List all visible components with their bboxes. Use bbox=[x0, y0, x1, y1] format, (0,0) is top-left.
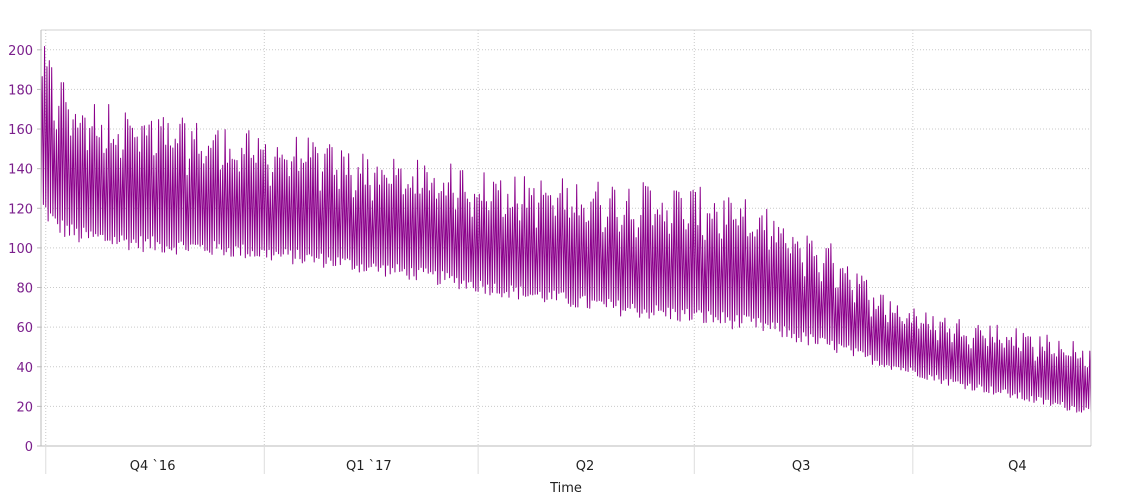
x-tick-label: Q2 bbox=[576, 459, 595, 474]
chart-series-layer bbox=[40, 46, 1092, 414]
series-line-0 bbox=[40, 46, 1092, 414]
y-tick-label: 40 bbox=[16, 361, 33, 376]
y-tick-label: 200 bbox=[8, 44, 33, 59]
y-tick-label: 160 bbox=[8, 123, 33, 138]
x-axis: Q4 `16 Q1 `17 Q2 Q3 Q4 bbox=[45, 446, 1027, 474]
x-tick-label: Q4 bbox=[1008, 459, 1027, 474]
y-tick-label: 60 bbox=[16, 321, 33, 336]
y-tick-label: 140 bbox=[8, 163, 33, 178]
y-tick-label: 0 bbox=[25, 440, 33, 455]
x-tick-label: Q3 bbox=[792, 459, 811, 474]
chart-plot-frame bbox=[40, 29, 1092, 447]
y-tick-label: 180 bbox=[8, 83, 33, 98]
x-tick-label: Q4 `16 bbox=[130, 459, 176, 474]
y-tick-label: 20 bbox=[16, 400, 33, 415]
x-tick-label: Q1 `17 bbox=[346, 459, 392, 474]
x-axis-label: Time bbox=[549, 481, 582, 496]
y-axis: 0 20 40 60 80 100 120 140 160 180 200 bbox=[8, 44, 41, 455]
y-tick-label: 120 bbox=[8, 202, 33, 217]
y-tick-label: 80 bbox=[16, 282, 33, 297]
y-tick-label: 100 bbox=[8, 242, 33, 257]
chart-gridlines bbox=[41, 30, 1091, 446]
